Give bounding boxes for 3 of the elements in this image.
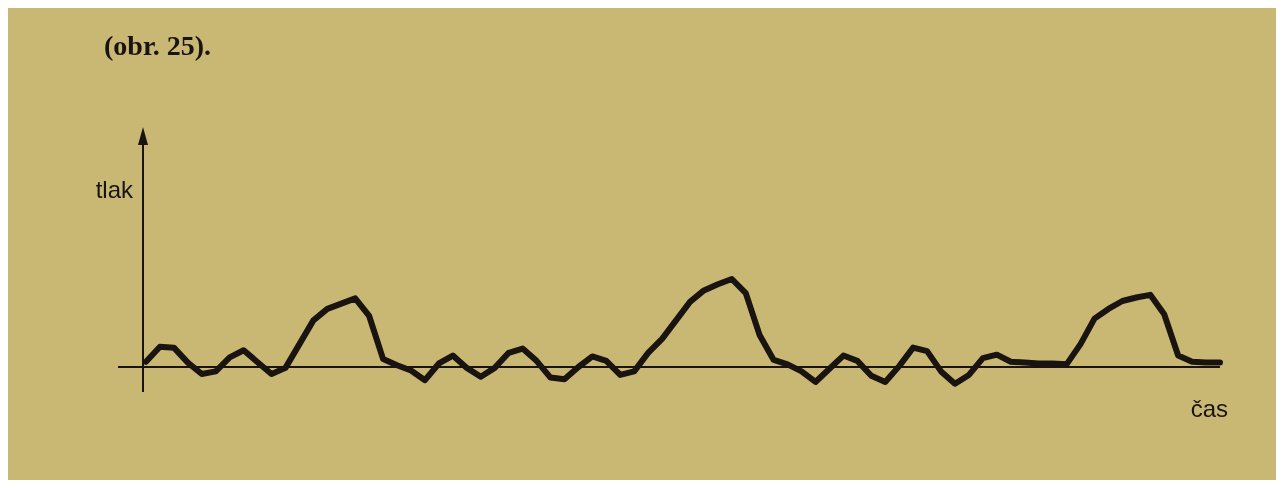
- text: (obr. 25).: [104, 30, 212, 62]
- x-axis-title: čas: [1190, 394, 1228, 422]
- y-axis-title: tlak: [95, 175, 134, 203]
